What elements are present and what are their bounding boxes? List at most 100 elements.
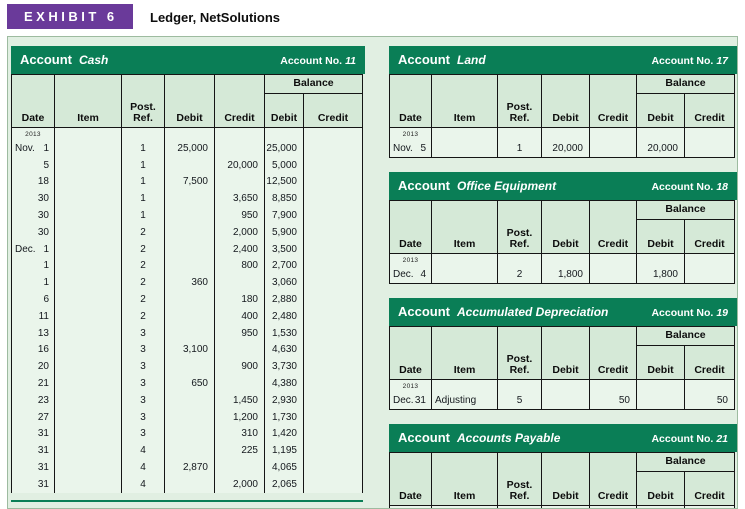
ledger-row: 31 3 310 1,420 — [12, 425, 362, 443]
account-number: 21 — [716, 433, 728, 445]
account-title-group: Account Office Equipment — [398, 177, 556, 195]
cell-date: 23 — [12, 391, 55, 409]
ledger-row: 31 4 2,870 4,065 — [12, 459, 362, 476]
column-header-balance: Balance — [637, 453, 734, 472]
ledger-row: 6 2 180 2,880 — [12, 291, 362, 308]
cell-item — [55, 140, 122, 157]
cell-balance-credit — [304, 358, 362, 375]
account-header-bar: Account Land Account No. 17 — [389, 46, 737, 74]
account-no-label: Account No. — [280, 55, 343, 67]
cell-balance-credit — [304, 442, 362, 459]
cell-balance-debit: 1,420 — [265, 425, 304, 443]
account-table-accumulated-depreciation: Account Accumulated Depreciation Account N… — [389, 298, 737, 410]
cell-day: 6 — [43, 294, 49, 306]
account-title-group: Account Accumulated Depreciation — [398, 303, 608, 321]
cell-day: 23 — [37, 394, 49, 406]
cell-credit — [215, 140, 265, 157]
year-cell — [590, 506, 637, 508]
cell-balance-credit — [304, 308, 362, 325]
cell-day: 5 — [420, 143, 426, 154]
column-header-balance-debit: Debit — [637, 220, 685, 253]
cell-post-ref: 3 — [122, 341, 165, 359]
cell-post-ref: 1 — [498, 140, 542, 157]
column-header-balance-credit: Credit — [694, 111, 725, 124]
cell-balance-debit: 12,500 — [265, 173, 304, 191]
column-header-date: Date — [390, 453, 432, 505]
cell-balance-debit: 2,930 — [265, 391, 304, 409]
ledger-row: 13 3 950 1,530 — [12, 324, 362, 342]
ledger-row: 21 3 650 4,380 — [12, 375, 362, 392]
cell-balance-credit — [685, 140, 734, 157]
cell-day: 5 — [43, 159, 49, 171]
year-cell — [304, 128, 362, 140]
year-cell — [165, 128, 215, 140]
column-header-date: Date — [390, 327, 432, 379]
cell-item — [55, 358, 122, 376]
account-name: Office Equipment — [457, 179, 557, 193]
cell-debit — [165, 425, 215, 443]
column-header-credit: Credit — [590, 327, 637, 379]
account-word-label: Account — [20, 52, 72, 67]
cell-credit: 50 — [590, 392, 637, 409]
column-header-credit: Credit — [590, 453, 637, 505]
column-header-row: Date Item Post. Ref. Debit Credit Balance Debi… — [390, 452, 734, 506]
cell-credit: 2,000 — [215, 475, 265, 493]
cell-balance-credit — [304, 224, 362, 241]
cell-date: 31 — [12, 459, 55, 476]
ledger-row: 23 3 1,450 2,930 — [12, 391, 362, 409]
exhibit-badge: EXHIBIT 6 — [7, 4, 133, 29]
year-label: 2013 — [25, 130, 41, 138]
cell-day: 1 — [43, 260, 49, 272]
column-header-row: Date Item Post. Ref. Debit Credit Balance Debi… — [390, 200, 734, 254]
cell-month: Dec. — [393, 269, 414, 280]
cell-post-ref: 2 — [122, 240, 165, 258]
cell-balance-debit: 2,480 — [265, 307, 304, 325]
column-header-debit: Debit — [542, 453, 590, 505]
account-table-accounts-payable: Account Accounts Payable Account No. 21 Date… — [389, 424, 737, 508]
cell-debit — [165, 257, 215, 275]
cell-day: 30 — [37, 193, 49, 205]
cell-month: Dec. — [15, 243, 36, 255]
account-header-bar: Account Accounts Payable Account No. 21 — [389, 424, 737, 452]
cell-item — [432, 140, 498, 157]
cell-balance-credit — [304, 342, 362, 359]
year-cell — [498, 254, 542, 266]
cell-debit — [165, 307, 215, 325]
cell-date: 21 — [12, 375, 55, 392]
cell-item — [55, 324, 122, 342]
account-frame: Date Item Post. Ref. Debit Credit Balance Debi… — [11, 74, 363, 493]
column-header-date: Date — [390, 75, 432, 127]
cell-item — [55, 307, 122, 325]
cell-day: 30 — [37, 226, 49, 238]
account-header-bar: Account Accumulated Depreciation Account N… — [389, 298, 737, 326]
cell-item — [55, 408, 122, 426]
column-header-debit: Debit — [542, 327, 590, 379]
year-cell — [637, 380, 685, 392]
account-number-group: Account No. 17 — [651, 51, 728, 69]
cell-credit — [215, 274, 265, 292]
cell-date: 11 — [12, 307, 55, 325]
account-number: 19 — [716, 307, 728, 319]
cell-balance-credit — [304, 426, 362, 443]
column-header-credit: Credit — [590, 201, 637, 253]
account-name: Land — [457, 53, 486, 67]
cell-post-ref: 5 — [498, 392, 542, 409]
cell-post-ref: 4 — [122, 475, 165, 493]
year-cell — [542, 254, 590, 266]
cell-item — [55, 223, 122, 241]
year-cell — [265, 128, 304, 140]
ledger-row: Nov. 5 1 20,000 20,000 — [390, 140, 734, 157]
account-number-group: Account No. 21 — [651, 429, 728, 447]
cell-balance-credit — [304, 207, 362, 224]
cell-post-ref: 3 — [122, 358, 165, 376]
cell-day: 18 — [37, 176, 49, 188]
year-row — [390, 506, 734, 508]
cell-balance-debit: 20,000 — [637, 140, 685, 157]
cell-debit: 3,100 — [165, 341, 215, 359]
column-header-balance-credit: Credit — [694, 489, 725, 502]
column-header-balance-credit: Credit — [317, 111, 349, 124]
account-frame: Date Item Post. Ref. Debit Credit Balance Debi… — [389, 74, 735, 158]
year-cell — [542, 380, 590, 392]
cell-post-ref: 3 — [122, 408, 165, 426]
cell-balance-credit — [304, 174, 362, 191]
